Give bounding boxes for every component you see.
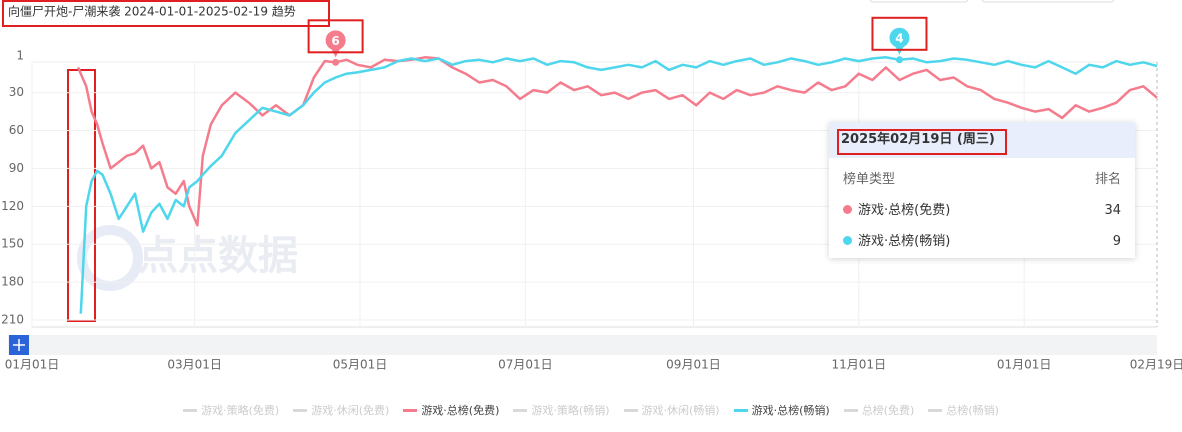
x-tick-label: 05月01日 [333,358,388,372]
highlight-box [307,19,364,54]
tooltip-value: 34 [1104,203,1121,218]
tooltip-header: 榜单类型 排名 [829,164,1135,195]
legend-item[interactable]: 总榜(畅销) [928,402,999,418]
annotation-point [895,56,903,64]
header-rank: 排名 [1094,172,1121,187]
legend-label: 游戏·总榜(免费) [421,404,500,417]
annotation-badge [325,30,346,51]
x-tick-label: 09月01日 [666,358,721,372]
legend-swatch [733,408,748,412]
legend-label: 游戏·总榜(畅销) [751,404,830,417]
legend-swatch [513,408,528,412]
legend-item[interactable]: 游戏·策略(免费) [183,402,279,418]
legend-swatch [843,408,858,412]
highlight-box [2,0,330,27]
legend-item[interactable]: 总榜(免费) [843,402,915,418]
top-button[interactable] [869,0,969,3]
chart-title: 向僵尸开炮-尸潮来袭 2024-01-01-2025-02-19 趋势 [8,4,296,19]
highlight-box [871,16,928,51]
legend-item[interactable]: 游戏·总榜(畅销) [733,402,830,418]
line-series [76,56,1158,227]
tooltip-series: 游戏·总榜(免费) [843,195,950,226]
legend-swatch [403,408,418,412]
highlight-box [837,129,1007,155]
y-tick-label: 180 [1,275,24,289]
tooltip-value: 9 [1112,234,1121,249]
tooltip-rows: 游戏·总榜(免费) 34 游戏·总榜(畅销) 9 [829,195,1135,257]
annotation-badge [889,27,910,48]
x-tick-label: 03月01日 [167,358,222,372]
x-tick-label: 02月19日 [1130,358,1182,372]
tooltip-name: 游戏·总榜(免费) [858,203,951,218]
x-tick-label: 01月01日 [5,358,60,372]
legend-swatch [183,408,198,412]
x-tick-label: 11月01日 [832,358,887,372]
tooltip-dot [843,236,852,245]
legend-item[interactable]: 游戏·休闲(免费) [293,402,389,418]
y-tick-label: 120 [1,199,24,213]
legend-label: 游戏·策略(畅销) [531,404,610,417]
legend-label: 游戏·策略(免费) [201,404,280,417]
x-tick-label: 07月01日 [498,358,553,372]
tooltip-row: 游戏·总榜(免费) 34 [829,195,1135,226]
legend-item[interactable]: 游戏·总榜(免费) [403,402,499,418]
y-tick-label: 90 [9,161,24,175]
tooltip-name: 游戏·总榜(畅销) [858,234,951,249]
legend-label: 总榜(畅销) [946,404,999,417]
legend: 游戏·策略(免费) 游戏·休闲(免费) 游戏·总榜(免费) 游戏·策略(畅销) 游戏·休… [0,402,1182,418]
legend-swatch [293,408,308,412]
legend-label: 游戏·休闲(畅销) [641,404,720,417]
zoom-slider[interactable] [8,335,1157,355]
annotation-label: 6 [331,34,339,48]
plus-icon [13,339,25,351]
legend-label: 总榜(免费) [861,404,915,417]
legend-swatch [623,408,638,412]
legend-item[interactable]: 游戏·休闲(畅销) [623,402,720,418]
watermark-logo [77,225,143,291]
annotation-point [332,58,340,66]
x-tick-label: 01月01日 [997,358,1052,372]
top-button[interactable] [981,0,1115,3]
tooltip-date: 2025年02月19日 (周三) [841,132,995,147]
tooltip-row: 游戏·总榜(畅销) 9 [829,226,1135,257]
header-type: 榜单类型 [843,172,896,187]
highlight-box [67,69,96,322]
watermark: 点点数据 [138,233,298,279]
y-tick-label: 60 [9,123,24,137]
tooltip-series: 游戏·总榜(畅销) [843,226,950,257]
y-tick-label: 150 [1,237,24,251]
tooltip-title: 2025年02月19日 (周三) [829,122,1135,158]
y-tick-label: 1 [16,49,24,63]
line-series [79,56,1158,314]
y-tick-label: 30 [9,85,24,99]
annotation-label: 4 [895,31,903,45]
tooltip-dot [843,205,852,214]
legend-label: 游戏·休闲(免费) [311,404,390,417]
legend-item[interactable]: 游戏·策略(畅销) [513,402,610,418]
legend-swatch [928,408,943,412]
y-tick-label: 210 [1,313,24,327]
tooltip: 2025年02月19日 (周三) 榜单类型 排名 游戏·总榜(免费) 34 游戏·总榜… [829,122,1135,258]
